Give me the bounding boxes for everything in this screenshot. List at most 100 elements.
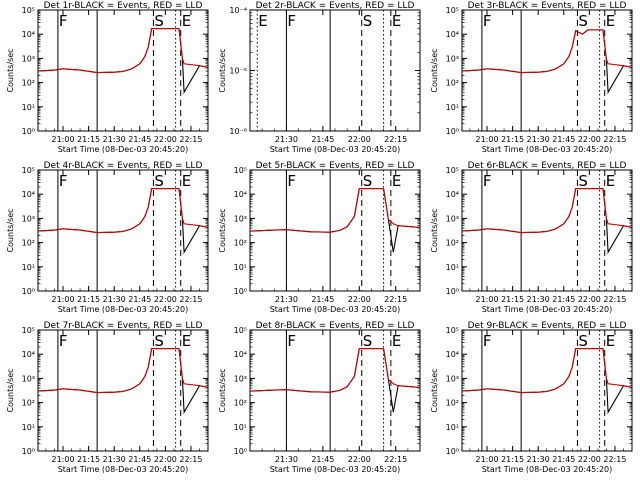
x-tick-label: 21:15 [77, 135, 100, 144]
y-tick-label: 10⁵ [446, 326, 459, 335]
chart-panel: Det 5r-BLACK = Events, RED = LLD 10⁰ 10¹ 10… [218, 161, 421, 314]
x-tick-label: 21:45 [552, 295, 575, 304]
x-axis-label: Start Time (08-Dec-03 20:45:20) [482, 145, 613, 154]
x-tick-label: 21:30 [275, 135, 298, 144]
y-tick-label: 10⁴ [234, 350, 247, 359]
y-tick-label: 10⁰ [446, 447, 459, 456]
chart-title: Det 3r-BLACK = Events, RED = LLD [468, 1, 627, 11]
series-line-events [249, 348, 421, 413]
y-tick-label: 10⁵ [446, 166, 459, 175]
y-tick-label: 10³ [446, 54, 459, 63]
y-tick-label: 10⁴ [446, 190, 459, 199]
x-tick-label: 22:00 [154, 455, 177, 464]
y-tick-label: 10⁴ [446, 350, 459, 359]
y-tick-label: 10² [22, 399, 35, 408]
chart-title: Det 7r-BLACK = Events, RED = LLD [44, 321, 203, 331]
x-tick-label: 22:00 [578, 455, 601, 464]
x-axis-label: Start Time (08-Dec-03 20:45:20) [58, 465, 189, 474]
y-tick-label: 10¹ [446, 423, 459, 432]
chart-panel: Det 2r-BLACK = Events, RED = LLD 10⁻⁶ 10⁻⁵… [218, 1, 421, 154]
series-line-lld [461, 29, 633, 74]
marker-label: E [182, 12, 191, 30]
marker-label: S [578, 332, 588, 350]
x-tick-label: 22:00 [154, 295, 177, 304]
chart-panel: Det 6r-BLACK = Events, RED = LLD 10⁰ 10¹ 10… [430, 161, 633, 314]
y-tick-label: 10⁰ [234, 447, 247, 456]
marker-label: S [363, 172, 373, 190]
y-tick-label: 10³ [234, 374, 247, 383]
y-tick-label: 10¹ [22, 423, 35, 432]
y-axis-label: Counts/sec [6, 208, 15, 252]
x-tick-label: 21:30 [275, 295, 298, 304]
y-tick-label: 10¹ [446, 263, 459, 272]
x-tick-label: 21:45 [128, 295, 151, 304]
x-tick-label: 21:00 [51, 295, 74, 304]
y-tick-label: 10⁴ [234, 190, 247, 199]
y-axis-label: Counts/sec [430, 368, 439, 412]
x-tick-label: 22:00 [578, 135, 601, 144]
y-axis-label: Counts/sec [430, 208, 439, 252]
y-tick-label: 10¹ [22, 103, 35, 112]
x-tick-label: 21:30 [103, 135, 126, 144]
x-tick-label: 21:30 [103, 455, 126, 464]
y-tick-label: 10⁵ [22, 6, 35, 15]
y-axis-label: Counts/sec [218, 48, 227, 92]
chart-panel: Det 3r-BLACK = Events, RED = LLD 10⁰ 10¹ 10… [430, 1, 633, 154]
marker-label: F [59, 12, 68, 30]
marker-label: S [154, 172, 164, 190]
y-tick-label: 10⁵ [234, 166, 247, 175]
series-line-lld [249, 348, 421, 393]
series-line-lld [37, 28, 209, 74]
series-line-lld [249, 188, 421, 233]
marker-label: E [182, 172, 191, 190]
x-tick-label: 21:15 [501, 455, 524, 464]
chart-panel: Det 4r-BLACK = Events, RED = LLD 10⁰ 10¹ 10… [6, 161, 209, 314]
marker-label: F [483, 12, 492, 30]
x-tick-label: 21:00 [475, 135, 498, 144]
marker-label: F [287, 172, 296, 190]
y-tick-label: 10² [446, 239, 459, 248]
y-axis-label: Counts/sec [430, 48, 439, 92]
y-tick-label: 10⁵ [22, 166, 35, 175]
series-line-lld [37, 348, 209, 394]
x-tick-label: 21:30 [275, 455, 298, 464]
chart-panel: Det 9r-BLACK = Events, RED = LLD 10⁰ 10¹ 10… [430, 321, 633, 474]
y-tick-label: 10⁰ [446, 287, 459, 296]
marker-label: S [154, 332, 164, 350]
y-tick-label: 10³ [234, 214, 247, 223]
chart-title: Det 5r-BLACK = Events, RED = LLD [256, 161, 415, 171]
y-tick-label: 10⁵ [22, 326, 35, 335]
x-tick-label: 22:00 [154, 135, 177, 144]
y-axis-label: Counts/sec [218, 368, 227, 412]
x-tick-label: 21:45 [311, 135, 334, 144]
x-tick-label: 22:00 [348, 455, 371, 464]
y-tick-label: 10⁰ [22, 287, 35, 296]
series-line-lld [461, 188, 633, 234]
y-tick-label: 10⁰ [22, 447, 35, 456]
marker-label: S [154, 12, 164, 30]
y-tick-label: 10⁴ [22, 30, 35, 39]
x-tick-label: 22:15 [384, 135, 407, 144]
x-axis-label: Start Time (08-Dec-03 20:45:20) [270, 305, 401, 314]
y-tick-label: 10⁴ [22, 350, 35, 359]
y-tick-label: 10³ [446, 374, 459, 383]
marker-label: F [483, 172, 492, 190]
marker-label: F [483, 332, 492, 350]
y-tick-label: 10⁻⁵ [229, 67, 247, 76]
y-tick-label: 10⁻⁴ [229, 6, 247, 15]
chart-panel: Det 8r-BLACK = Events, RED = LLD 10⁰ 10¹ 10… [218, 321, 421, 474]
x-tick-label: 21:00 [475, 295, 498, 304]
marker-label: S [363, 12, 373, 30]
x-tick-label: 21:00 [51, 455, 74, 464]
x-tick-label: 22:15 [384, 295, 407, 304]
chart-title: Det 8r-BLACK = Events, RED = LLD [256, 321, 415, 331]
series-line-events [249, 188, 421, 253]
y-tick-label: 10¹ [446, 103, 459, 112]
x-tick-label: 21:45 [128, 455, 151, 464]
x-tick-label: 21:45 [552, 455, 575, 464]
marker-label: F [59, 332, 68, 350]
x-tick-label: 21:30 [527, 455, 550, 464]
x-axis-label: Start Time (08-Dec-03 20:45:20) [482, 465, 613, 474]
y-tick-label: 10¹ [234, 423, 247, 432]
